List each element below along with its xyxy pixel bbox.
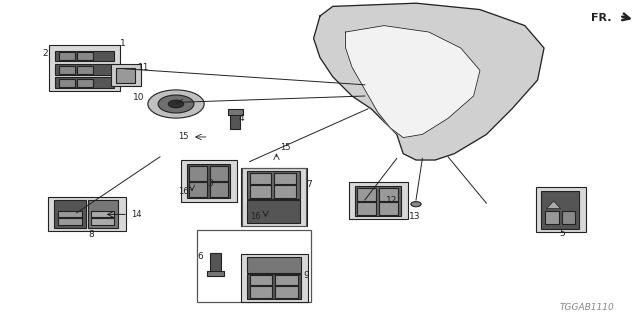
Text: 6: 6	[198, 252, 203, 261]
Circle shape	[158, 95, 194, 113]
Bar	[116, 68, 135, 83]
Bar	[88, 200, 118, 228]
Bar	[55, 64, 114, 75]
Bar	[210, 182, 228, 197]
FancyBboxPatch shape	[241, 168, 307, 226]
Bar	[357, 202, 376, 215]
Bar	[59, 52, 75, 60]
Polygon shape	[547, 201, 561, 209]
Bar	[228, 109, 243, 115]
Polygon shape	[314, 3, 544, 160]
Bar	[77, 66, 93, 74]
Text: 15: 15	[179, 132, 189, 141]
Text: 14: 14	[131, 210, 141, 219]
Bar	[55, 77, 114, 88]
Bar	[59, 79, 75, 87]
Bar	[77, 52, 93, 60]
Bar	[91, 211, 114, 217]
Bar	[230, 112, 240, 129]
Bar	[247, 274, 301, 299]
Circle shape	[411, 202, 421, 207]
Bar	[58, 211, 82, 217]
Bar	[379, 202, 398, 215]
Bar	[250, 286, 272, 298]
Bar	[210, 166, 228, 181]
Text: 1: 1	[120, 39, 125, 48]
Bar	[562, 211, 575, 224]
Polygon shape	[346, 26, 480, 138]
Bar	[189, 182, 207, 197]
Bar	[187, 164, 230, 198]
Bar	[189, 166, 207, 181]
Bar	[274, 185, 296, 198]
Circle shape	[148, 90, 204, 118]
Bar	[355, 186, 401, 216]
FancyBboxPatch shape	[181, 160, 237, 202]
Bar	[197, 230, 311, 302]
Text: 8: 8	[89, 230, 94, 239]
Text: 12: 12	[386, 196, 397, 204]
Text: 11: 11	[138, 63, 150, 72]
Text: 16: 16	[178, 187, 189, 196]
Bar	[242, 168, 306, 226]
FancyBboxPatch shape	[48, 197, 126, 231]
FancyBboxPatch shape	[49, 45, 120, 91]
Text: 7: 7	[307, 180, 312, 189]
Bar	[54, 200, 86, 228]
Text: 15: 15	[280, 143, 291, 152]
Bar	[207, 271, 224, 276]
FancyBboxPatch shape	[241, 254, 308, 302]
Bar	[545, 211, 559, 224]
FancyBboxPatch shape	[349, 182, 408, 219]
Circle shape	[381, 91, 394, 98]
Text: FR.: FR.	[591, 12, 611, 23]
Text: 9: 9	[303, 271, 308, 280]
Text: 4: 4	[239, 114, 244, 123]
Bar	[210, 253, 221, 273]
Text: 13: 13	[409, 212, 420, 221]
Bar	[541, 191, 579, 229]
Bar	[58, 218, 82, 225]
Bar	[275, 275, 298, 285]
Circle shape	[406, 102, 419, 108]
Bar	[274, 173, 296, 184]
Circle shape	[168, 100, 184, 108]
Bar	[379, 188, 398, 201]
Text: 10: 10	[133, 93, 145, 102]
Bar	[247, 171, 300, 199]
Bar	[55, 51, 114, 61]
Bar	[77, 79, 93, 87]
Text: TGGAB1110: TGGAB1110	[559, 303, 614, 312]
Bar	[250, 185, 271, 198]
Bar	[357, 188, 376, 201]
FancyBboxPatch shape	[111, 64, 141, 86]
FancyBboxPatch shape	[536, 187, 586, 232]
Text: 5: 5	[559, 229, 564, 238]
Bar	[91, 218, 114, 225]
Bar	[250, 173, 271, 184]
Bar	[250, 275, 272, 285]
Text: 2: 2	[42, 49, 47, 58]
Circle shape	[364, 81, 376, 87]
Bar	[59, 66, 75, 74]
Bar	[247, 200, 300, 223]
Text: 16: 16	[250, 212, 261, 221]
Bar	[247, 257, 301, 273]
Text: 3: 3	[207, 179, 212, 188]
Bar	[275, 286, 298, 298]
